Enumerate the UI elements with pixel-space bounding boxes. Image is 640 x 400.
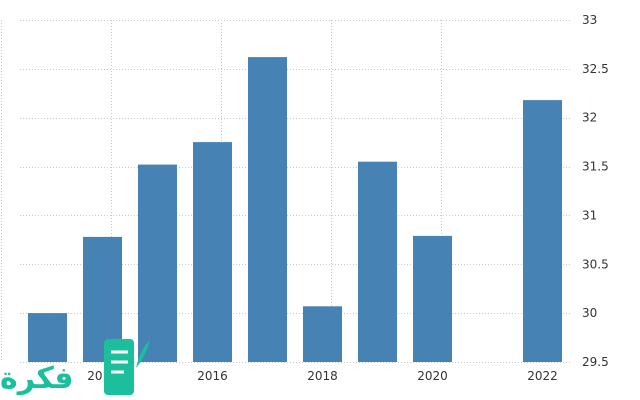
bar-2018 xyxy=(303,306,342,362)
y-tick-label: 33 xyxy=(582,13,597,27)
x-tick-label: 2016 xyxy=(197,369,228,383)
bar-2015 xyxy=(138,164,177,362)
bar-2022 xyxy=(523,100,562,362)
bars xyxy=(28,57,562,362)
y-tick-label: 31.5 xyxy=(582,160,609,174)
y-tick-label: 32.5 xyxy=(582,62,609,76)
x-tick-label: 2020 xyxy=(417,369,448,383)
y-tick-label: 32 xyxy=(582,111,597,125)
x-tick-label: 2018 xyxy=(307,369,338,383)
watermark-document-icon xyxy=(104,339,134,395)
bar-2020 xyxy=(413,235,452,362)
bar-2019 xyxy=(358,161,397,362)
y-tick-label: 31 xyxy=(582,208,597,222)
bar-2017 xyxy=(248,57,287,362)
y-axis-tick-labels: 29.5 30 30.5 31 31.5 32 32.5 33 xyxy=(582,13,609,369)
y-tick-label: 30 xyxy=(582,306,597,320)
watermark-text: فكرة xyxy=(0,361,73,396)
bar-2013 xyxy=(28,313,67,362)
y-tick-label: 29.5 xyxy=(582,355,609,369)
y-tick-label: 30.5 xyxy=(582,257,609,271)
watermark-logo: فكرة xyxy=(0,339,150,396)
watermark-leaf-icon xyxy=(136,340,150,368)
bar-2016 xyxy=(193,142,232,362)
x-axis-tick-labels: 2014 2016 2018 2020 2022 xyxy=(87,369,558,383)
x-tick-label: 2022 xyxy=(527,369,558,383)
